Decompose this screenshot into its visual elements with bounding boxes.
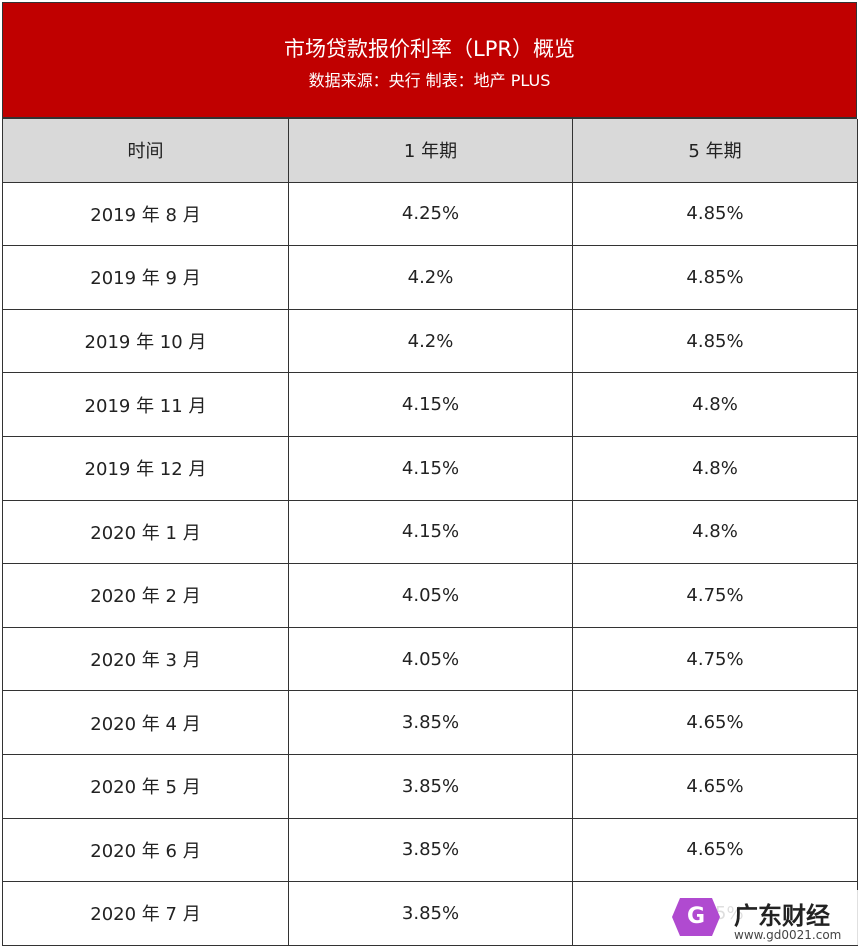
subtitle: 数据来源：央行 制表：地产 PLUS (308, 71, 551, 90)
table-cell: 2019 年 10 月 (3, 309, 289, 374)
table-cell: 4.65% (573, 691, 858, 755)
table-cell: 4.2% (289, 246, 573, 310)
table-cell: 4.15% (289, 500, 573, 565)
table-cell: 3.85% (289, 818, 573, 883)
table-cell: 4.15% (289, 373, 573, 437)
table-cell: 4.8% (573, 500, 858, 565)
watermark-url: www.gd0021.com (734, 928, 842, 942)
table-cell: 4.2% (289, 309, 573, 374)
watermark-name: 广东财经 (734, 902, 830, 930)
table-cell: 2020 年 5 月 (3, 754, 289, 819)
table-cell: 4.75% (573, 564, 858, 628)
table-cell: 4.65% (573, 754, 858, 819)
table-cell: 2020 年 6 月 (3, 818, 289, 883)
table-cell: 2020 年 3 月 (3, 627, 289, 692)
table: 时间 1 年期 5 年期 2019 年 8 月 4.25% 4.85% 2019 年 9 月… (2, 118, 858, 946)
table-cell: 2020 年 2 月 (3, 564, 289, 628)
table-cell: 4.85% (573, 309, 858, 374)
table-cell: 4.8% (573, 436, 858, 501)
table-cell: 4.85% (573, 246, 858, 310)
table-cell: 2020 年 1 月 (3, 500, 289, 565)
title: 市场贷款报价利率（LPR）概览 (284, 37, 575, 61)
table-cell: 4.8% (573, 373, 858, 437)
table-cell: 4.05% (289, 564, 573, 628)
header: 市场贷款报价利率（LPR）概览 数据来源：央行 制表：地产 PLUS (2, 2, 857, 118)
svg-text:G: G (687, 904, 705, 929)
table-cell: 4.85% (573, 182, 858, 247)
table-cell: 2019 年 12 月 (3, 436, 289, 501)
table-cell: 2019 年 11 月 (3, 373, 289, 437)
table-cell: 4.65% (573, 818, 858, 883)
table-cell: 3.85% (289, 754, 573, 819)
table-cell: 2020 年 4 月 (3, 691, 289, 755)
table-cell: 4.15% (289, 436, 573, 501)
table-cell: 2020 年 7 月 (3, 882, 289, 946)
table-cell: 3.85% (289, 882, 573, 946)
table-cell: 2019 年 9 月 (3, 246, 289, 310)
watermark-logo: G (672, 898, 720, 936)
column-header: 5 年期 (573, 119, 858, 183)
table-cell: 3.85% (289, 691, 573, 755)
table-cell: 2019 年 8 月 (3, 182, 289, 247)
column-header: 时间 (3, 119, 289, 183)
watermark: G 广东财经 www.gd0021.com (662, 890, 858, 945)
table-cell: 4.25% (289, 182, 573, 247)
table-cell: 4.05% (289, 627, 573, 692)
table-cell: 4.75% (573, 627, 858, 692)
column-header: 1 年期 (289, 119, 573, 183)
